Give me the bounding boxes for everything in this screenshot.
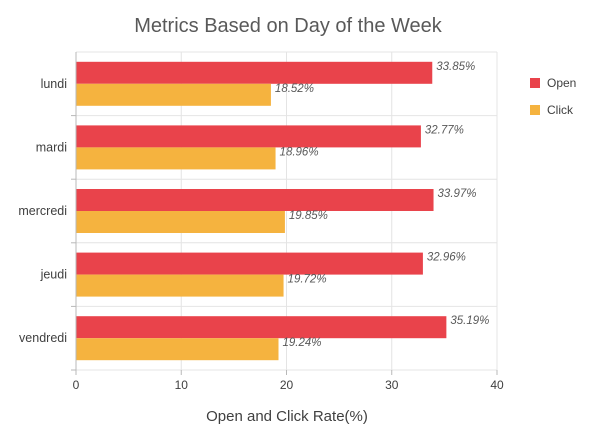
data-label: 33.97%	[438, 188, 477, 200]
legend-swatch	[530, 78, 540, 88]
bar-click-mardi[interactable]	[76, 147, 276, 170]
legend-label: Click	[547, 103, 574, 117]
bar-open-jeudi[interactable]	[76, 252, 423, 275]
bar-open-mardi[interactable]	[76, 125, 421, 148]
x-axis-title: Open and Click Rate(%)	[206, 408, 368, 425]
bar-click-vendredi[interactable]	[76, 338, 279, 361]
x-tick-label: 0	[73, 378, 80, 392]
legend-item-click[interactable]: Click	[530, 103, 574, 117]
legend[interactable]: Open Click	[530, 76, 576, 117]
x-tick-label: 40	[490, 378, 504, 392]
data-label: 32.77%	[425, 124, 464, 136]
data-label: 19.85%	[289, 210, 328, 222]
x-tick-label: 10	[175, 378, 189, 392]
bar-click-jeudi[interactable]	[76, 274, 284, 297]
category-label: jeudi	[40, 268, 67, 282]
bar-click-lundi[interactable]	[76, 83, 271, 106]
bar-open-vendredi[interactable]	[76, 316, 447, 339]
bars	[76, 61, 447, 361]
legend-item-open[interactable]: Open	[530, 76, 576, 90]
category-label: vendredi	[19, 331, 67, 345]
x-tick-label: 30	[385, 378, 399, 392]
legend-label: Open	[547, 76, 576, 90]
category-label: lundi	[41, 77, 67, 91]
data-label: 32.96%	[427, 252, 466, 264]
bar-open-lundi[interactable]	[76, 61, 433, 84]
bar-click-mercredi[interactable]	[76, 211, 285, 233]
axes: 0 10 20 30 40 lundi mardi mercredi jeudi vendredi	[18, 52, 504, 392]
bar-open-mercredi[interactable]	[76, 189, 434, 211]
grid-lines	[76, 51, 498, 371]
data-label: 33.85%	[436, 61, 475, 73]
category-label: mardi	[36, 140, 67, 154]
chart-title: Metrics Based on Day of the Week	[134, 15, 443, 37]
data-label: 35.19%	[450, 315, 489, 327]
category-label: mercredi	[18, 204, 67, 218]
data-label: 18.52%	[275, 83, 314, 95]
data-label: 19.72%	[288, 274, 327, 286]
legend-swatch	[530, 105, 540, 115]
data-label: 18.96%	[280, 146, 319, 158]
x-tick-label: 20	[280, 378, 294, 392]
data-labels: 33.85% 18.52% 32.77% 18.96% 33.97% 19.85% 32.9…	[275, 61, 489, 349]
data-label: 19.24%	[283, 337, 322, 349]
